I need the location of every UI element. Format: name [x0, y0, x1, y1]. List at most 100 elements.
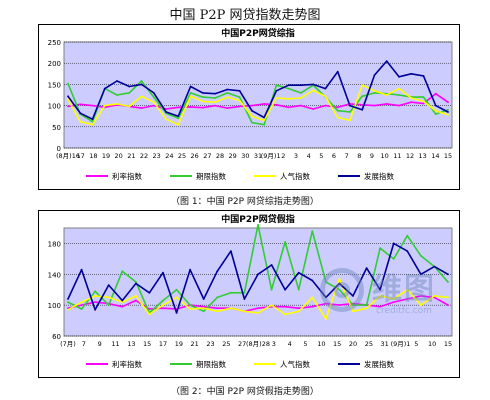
data-point	[189, 85, 192, 88]
data-point	[422, 102, 425, 105]
data-point	[135, 281, 137, 283]
data-point	[165, 111, 167, 113]
data-point	[80, 268, 83, 271]
chart-title: 中国P2P网贷假指	[221, 213, 294, 225]
data-point	[373, 104, 376, 107]
data-point	[275, 97, 278, 99]
x-tick-label: 25	[178, 152, 186, 160]
x-tick-label: 27	[203, 152, 211, 160]
data-point	[230, 250, 232, 252]
data-point	[312, 89, 315, 92]
data-point	[67, 82, 69, 85]
data-point	[406, 298, 409, 300]
x-tick-label: 31	[381, 340, 389, 348]
data-point	[311, 305, 314, 308]
data-point	[202, 298, 205, 300]
data-point	[135, 299, 137, 302]
data-point	[201, 96, 204, 98]
legend-label: 发展指数	[364, 171, 394, 181]
data-point	[152, 104, 155, 107]
x-tick-label: 13	[127, 340, 135, 348]
data-point	[140, 80, 143, 82]
data-point	[284, 288, 286, 291]
page-title: 中国 P2P 网贷指数走势图	[169, 8, 321, 23]
data-point	[214, 101, 217, 104]
data-point	[80, 301, 83, 303]
data-point	[257, 273, 259, 276]
data-point	[107, 304, 110, 306]
data-point	[107, 284, 110, 286]
data-point	[148, 313, 151, 316]
data-point	[447, 114, 449, 116]
data-point	[352, 310, 354, 313]
chart-composite-index: 中国P2P网贷综指 0 50 100 150 200 250 (8月)16 17 18 19 20 21…	[38, 24, 460, 190]
x-tick-label: 17	[159, 340, 167, 348]
data-point	[148, 291, 151, 294]
data-point	[284, 313, 286, 316]
data-point	[447, 281, 449, 283]
y-tick-label: 150	[48, 81, 61, 89]
data-point	[379, 305, 381, 308]
x-tick-label: 10	[428, 340, 436, 348]
data-point	[251, 115, 253, 118]
data-point	[238, 99, 241, 102]
data-point	[189, 95, 192, 98]
data-point	[140, 83, 143, 86]
legend-label: 利率指数	[112, 359, 142, 369]
chart-1-caption: （图 1：中国 P2P 网贷综指走势图）	[171, 197, 319, 207]
legend-label: 人气指数	[280, 359, 310, 369]
data-point	[365, 304, 368, 306]
data-point	[447, 296, 449, 299]
data-point	[230, 307, 232, 310]
plot-area	[63, 227, 453, 337]
x-tick-label: 27	[238, 340, 246, 348]
x-tick-label: 7	[82, 340, 86, 348]
data-point	[373, 74, 376, 76]
x-tick-label: 17	[77, 152, 85, 160]
data-point	[434, 92, 437, 95]
data-point	[297, 288, 300, 291]
x-tick-label: 31	[254, 152, 262, 160]
x-tick-label: 9	[98, 340, 102, 348]
x-tick-label: 15	[333, 340, 341, 348]
data-point	[214, 104, 217, 107]
x-tick-label: 6	[332, 152, 336, 160]
data-point	[243, 298, 246, 300]
data-point	[79, 112, 82, 115]
x-tick-label: 21	[191, 340, 199, 348]
data-point	[91, 118, 94, 121]
data-point	[177, 115, 180, 118]
x-tick-label: (8月)28	[246, 340, 270, 348]
data-point	[324, 95, 327, 98]
data-point	[165, 108, 167, 110]
data-point	[80, 308, 83, 310]
x-tick-label: (9月)1	[391, 340, 411, 348]
data-point	[177, 106, 180, 109]
x-tick-label: 11	[111, 340, 119, 348]
x-tick-label: 15	[444, 340, 452, 348]
data-point	[201, 92, 204, 94]
data-point	[365, 307, 368, 310]
data-point	[385, 94, 388, 96]
data-point	[434, 113, 437, 115]
data-point	[297, 271, 300, 274]
data-point	[275, 89, 278, 92]
data-point	[91, 104, 94, 107]
data-point	[392, 298, 395, 300]
data-point	[94, 295, 96, 297]
data-point	[251, 121, 253, 124]
data-point	[202, 310, 205, 313]
data-point	[398, 75, 400, 78]
data-point	[238, 89, 241, 92]
data-point	[177, 117, 180, 120]
data-point	[257, 224, 259, 226]
x-tick-label: 9	[370, 152, 374, 160]
data-point	[103, 104, 106, 107]
data-point	[406, 250, 409, 252]
x-tick-label: 20	[349, 340, 357, 348]
data-point	[297, 310, 300, 313]
data-point	[202, 305, 205, 308]
legend-label: 人气指数	[280, 171, 310, 181]
data-point	[189, 92, 192, 94]
x-tick-label: 4	[288, 340, 292, 348]
